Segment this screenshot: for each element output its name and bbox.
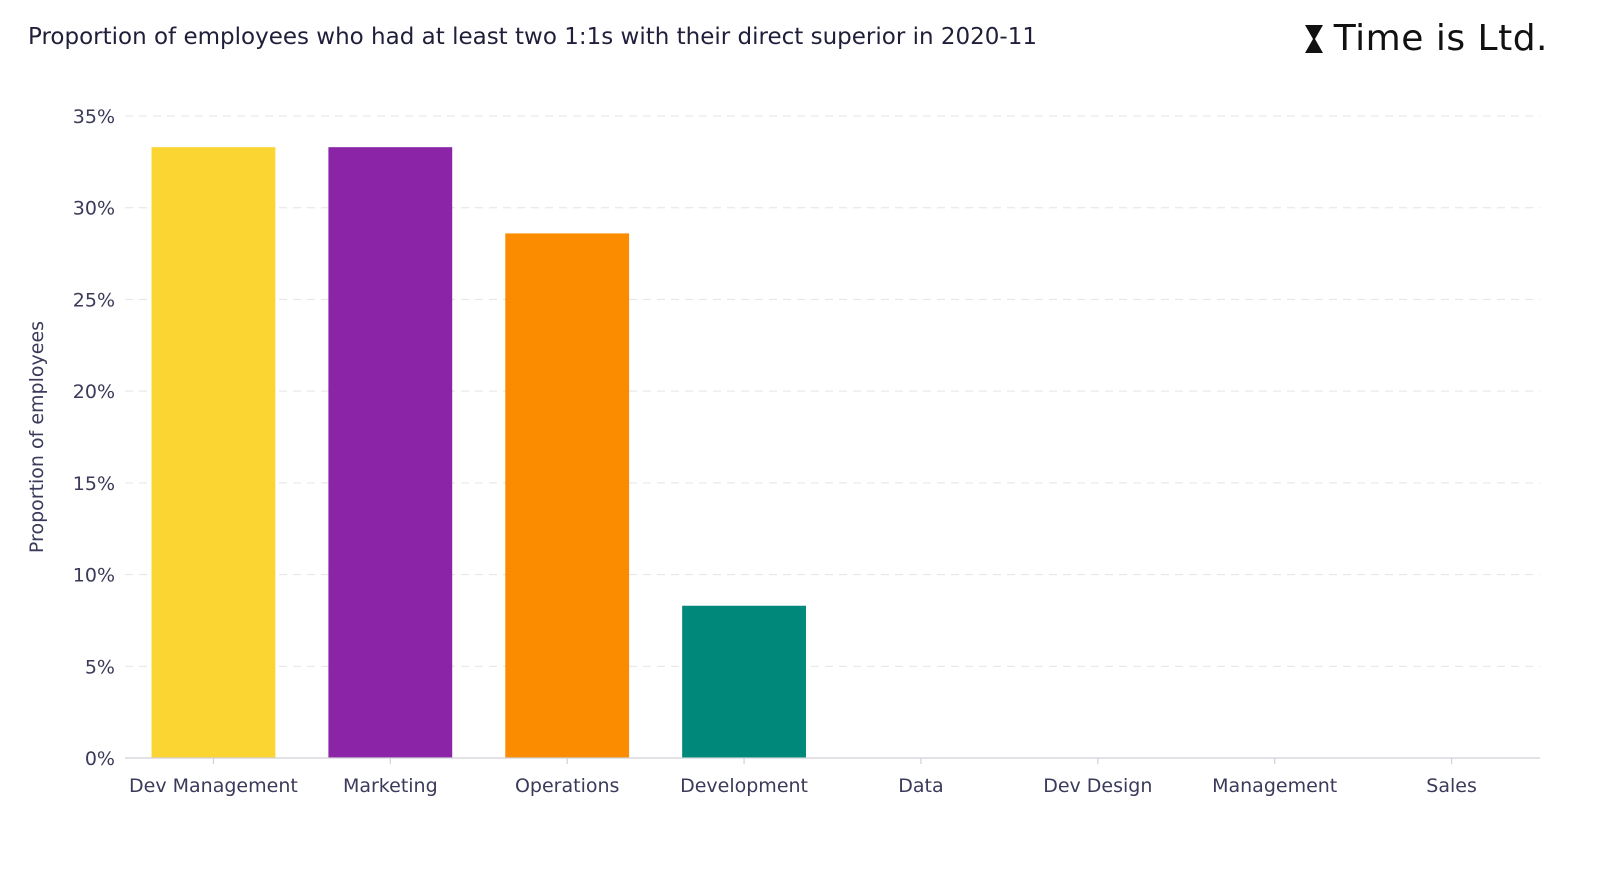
bar-operations	[505, 233, 630, 758]
brand-name: Time is Ltd.	[1333, 18, 1548, 59]
x-tick-label: Data	[898, 775, 943, 797]
y-tick-label: 5%	[85, 656, 115, 678]
bar-marketing	[328, 147, 453, 758]
y-tick-labels: 0% 5% 10% 15% 20% 25% 30% 35%	[73, 106, 115, 770]
hourglass-icon	[1304, 24, 1323, 53]
bars	[151, 147, 806, 758]
bar-dev-management	[151, 147, 276, 758]
x-tick-labels: Dev Management Marketing Operations Develop…	[129, 775, 1477, 797]
axes	[125, 757, 1540, 764]
y-tick-label: 30%	[73, 198, 115, 220]
x-tick-label: Management	[1212, 775, 1337, 797]
y-axis-title: Proportion of employees	[26, 321, 48, 553]
y-tick-label: 10%	[73, 565, 115, 587]
x-tick-label: Marketing	[343, 775, 438, 797]
brand-logo: Time is Ltd.	[1304, 18, 1548, 59]
x-tick-label: Development	[680, 775, 808, 797]
x-tick-label: Sales	[1426, 775, 1477, 797]
gridlines	[125, 115, 1540, 667]
y-tick-label: 20%	[73, 381, 115, 403]
x-tick-label: Dev Management	[129, 775, 298, 797]
y-tick-label: 0%	[85, 748, 115, 770]
bar-development	[682, 605, 806, 758]
x-tick-label: Dev Design	[1043, 775, 1152, 797]
y-tick-label: 25%	[73, 289, 115, 311]
y-tick-label: 15%	[73, 473, 115, 495]
y-tick-label: 35%	[73, 106, 115, 128]
chart-title: Proportion of employees who had at least…	[28, 24, 1037, 50]
x-tick-label: Operations	[515, 775, 619, 797]
